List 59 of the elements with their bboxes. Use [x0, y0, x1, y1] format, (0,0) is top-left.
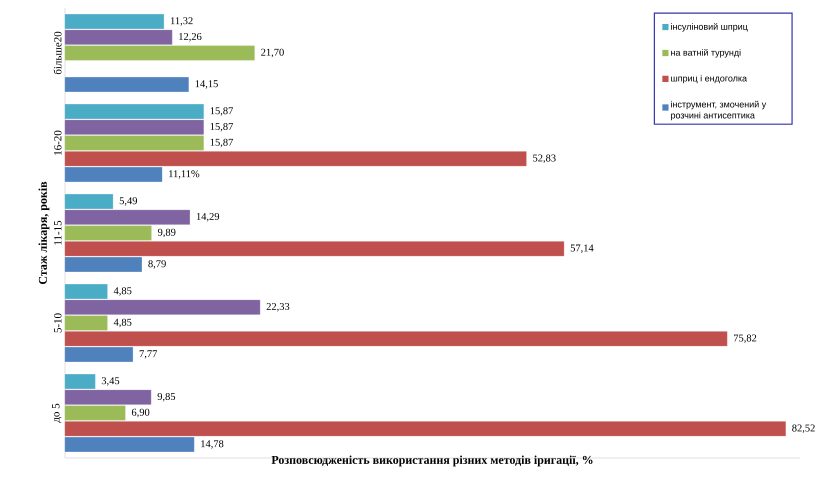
bar	[64, 300, 260, 315]
bar	[64, 226, 152, 240]
bar	[64, 46, 255, 60]
bar	[64, 30, 172, 45]
bar	[64, 104, 204, 119]
data-label: 9,85	[158, 392, 176, 402]
bar	[64, 120, 204, 135]
data-label: 7,77	[140, 350, 158, 359]
data-label: 15,87	[210, 138, 234, 148]
data-label: 5,49	[120, 197, 138, 206]
bar	[64, 331, 728, 346]
bar	[64, 421, 786, 436]
bar	[64, 437, 194, 452]
bar	[64, 284, 108, 299]
y-tick-label: більше20	[54, 32, 62, 74]
legend-label: шприц і ендоголка	[671, 74, 748, 84]
data-label: 57,14	[570, 244, 594, 254]
y-axis-title: Стаж лікаря, років	[38, 182, 50, 284]
data-label: 75,82	[734, 334, 756, 344]
data-label: 14,15	[196, 80, 218, 89]
data-label: 21,70	[261, 48, 284, 58]
bar	[64, 136, 204, 150]
data-label: 14,29	[196, 212, 220, 222]
legend-label: інструмент, змочений у розчині антисептика	[671, 100, 766, 120]
bar	[64, 257, 142, 272]
bar	[64, 374, 96, 389]
data-label: 6,90	[132, 408, 150, 418]
bar	[64, 194, 114, 209]
data-label: 4,85	[114, 318, 132, 328]
data-label: 11,32	[170, 17, 193, 26]
legend-label: інсуліновий шприц	[671, 23, 748, 32]
bar	[64, 14, 164, 29]
bar	[64, 316, 108, 330]
bar	[64, 210, 190, 225]
data-label: 3,45	[102, 377, 120, 386]
x-axis-title: Розповсюдженість використання різних методів іригації, %	[272, 456, 592, 466]
y-tick-label: 5-10	[54, 313, 62, 332]
data-label: 9,89	[158, 228, 176, 238]
bar	[64, 77, 189, 92]
data-label: 4,85	[114, 287, 132, 296]
bar	[64, 241, 564, 256]
data-label: 15,87	[210, 107, 234, 116]
data-label: 22,33	[266, 302, 290, 312]
data-label: 15,87	[210, 122, 234, 132]
data-label: 52,83	[533, 154, 556, 164]
bar	[64, 406, 126, 420]
bar	[64, 347, 134, 362]
data-label: 11,11%	[169, 170, 200, 179]
data-label: 14,78	[201, 440, 224, 449]
y-tick-label: 16-20	[54, 130, 62, 155]
bar	[64, 390, 152, 405]
y-tick-label: до 5	[52, 404, 62, 423]
y-tick-label: 11-15	[54, 220, 62, 245]
legend-label: на ватній турунді	[671, 48, 740, 58]
data-label: 8,79	[148, 260, 166, 269]
data-label: 12,26	[179, 32, 202, 42]
bar	[64, 167, 162, 182]
bar	[64, 151, 527, 166]
data-label: 82,52	[792, 424, 815, 434]
